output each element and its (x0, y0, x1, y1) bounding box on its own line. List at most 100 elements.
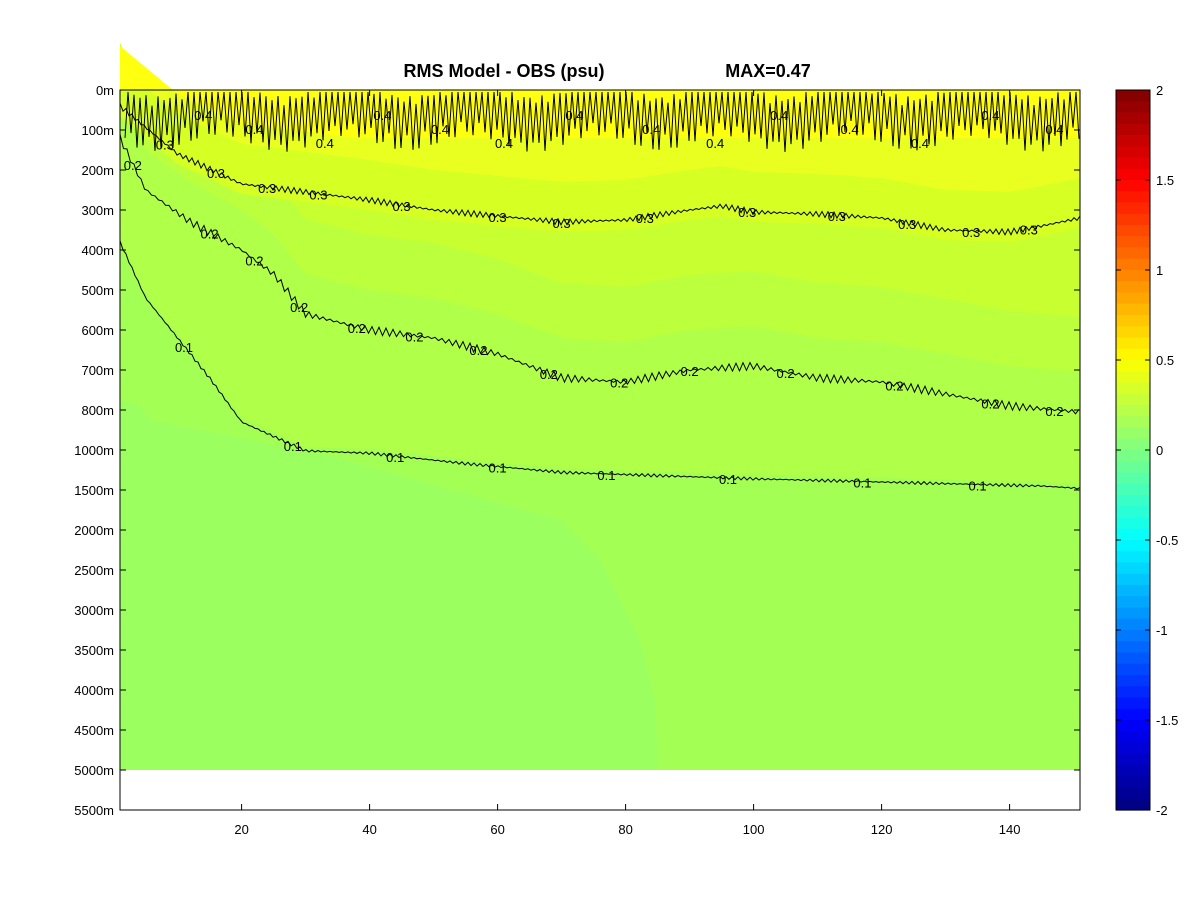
y-tick-label: 5500m (74, 803, 114, 818)
colorbar-swatch (1116, 202, 1150, 215)
contour-label: 0.2 (610, 376, 628, 391)
y-tick-label: 5000m (74, 763, 114, 778)
contour-label: 0.4 (316, 136, 334, 151)
colorbar-swatch (1116, 90, 1150, 102)
colorbar-swatch (1116, 112, 1150, 125)
contour-label: 0.1 (489, 461, 507, 476)
colorbar-swatch (1116, 618, 1150, 631)
colorbar-swatch (1116, 292, 1150, 305)
x-axis: 20 40 60 80 100 120 140 (234, 90, 1020, 837)
colorbar-swatch (1116, 236, 1150, 249)
colorbar-tick-label: -1.5 (1156, 713, 1178, 728)
contour-label: 0.2 (290, 300, 308, 315)
contour-label: 0.4 (194, 108, 212, 123)
colorbar-swatch (1116, 652, 1150, 665)
contour-label: 0.2 (1045, 404, 1063, 419)
contour-label: 0.2 (405, 330, 423, 345)
contour-lines (119, 91, 1081, 490)
colorbar-swatch (1116, 708, 1150, 721)
contour-0.1 (119, 240, 1081, 490)
contour-label: 0.3 (636, 211, 654, 226)
contour-label: 0.3 (898, 217, 916, 232)
colorbar-swatch (1116, 776, 1150, 789)
colorbar-swatch (1116, 225, 1150, 237)
contour-label: 0.4 (495, 136, 513, 151)
colorbar-swatch (1116, 303, 1150, 316)
y-tick-label: 3000m (74, 603, 114, 618)
colorbar-swatch (1116, 416, 1150, 429)
y-tick-label: 2500m (74, 563, 114, 578)
colorbar-swatch (1116, 180, 1150, 192)
colorbar-swatch (1116, 393, 1150, 406)
colorbar-swatch (1116, 551, 1150, 564)
contour-label: 0.1 (969, 478, 987, 493)
y-tick-label: 200m (81, 163, 114, 178)
contour-0.2 (119, 134, 1080, 415)
contour-label: 0.1 (597, 468, 615, 483)
contour-label: 0.3 (553, 216, 571, 231)
chart-title: RMS Model - OBS (psu) (404, 61, 605, 81)
contour-label: 0.1 (175, 340, 193, 355)
colorbar-swatch (1116, 753, 1150, 766)
y-tick-label: 100m (81, 123, 114, 138)
colorbar-swatch (1116, 461, 1150, 474)
y-tick-label: 800m (81, 403, 114, 418)
colorbar-tick-label: 1.5 (1156, 173, 1174, 188)
contour-label: 0.4 (565, 108, 583, 123)
contour-label: 0.4 (841, 122, 859, 137)
contour-0.4 (124, 91, 1080, 153)
contour-label: 0.3 (738, 205, 756, 220)
contour-label: 0.4 (981, 108, 999, 123)
colorbar-tick-label: 1 (1156, 263, 1163, 278)
y-axis: 0m 100m 200m 300m 400m 500m 600m 700m 800m 1000m 1… (74, 83, 1080, 818)
x-tick-label: 60 (490, 822, 504, 837)
colorbar-swatch (1116, 495, 1150, 507)
colorbar-swatch (1116, 405, 1150, 417)
colorbar-swatch (1116, 641, 1150, 654)
contour-0.3 (119, 103, 1081, 236)
contour-label: 0.2 (885, 378, 903, 393)
y-tick-label: 400m (81, 243, 114, 258)
contour-label: 0.2 (201, 227, 219, 242)
colorbar-swatch (1116, 348, 1150, 361)
y-tick-label: 600m (81, 323, 114, 338)
y-tick-label: 3500m (74, 643, 114, 658)
colorbar-swatch (1116, 528, 1150, 541)
x-tick-label: 100 (743, 822, 765, 837)
colorbar-swatch (1116, 585, 1150, 597)
colorbar-swatch (1116, 562, 1150, 575)
contour-label: 0.1 (719, 472, 737, 487)
colorbar-swatch (1116, 135, 1150, 147)
colorbar-swatch (1116, 450, 1150, 462)
colorbar-swatch (1116, 360, 1150, 372)
colorbar-swatch (1116, 630, 1150, 642)
colorbar-swatch (1116, 157, 1150, 170)
contour-label: 0.2 (681, 364, 699, 379)
colorbar-tick-label: 2 (1156, 83, 1163, 98)
contour-label: 0.3 (258, 181, 276, 196)
contour-label: 0.2 (124, 158, 142, 173)
contour-label: 0.3 (962, 225, 980, 240)
colorbar-swatch (1116, 123, 1150, 136)
colorbar-swatch (1116, 798, 1150, 811)
contour-label: 0.4 (642, 122, 660, 137)
colorbar-swatch (1116, 596, 1150, 609)
colorbar-swatch (1116, 663, 1150, 676)
colorbar-swatch (1116, 281, 1150, 294)
colorbar-swatch (1116, 540, 1150, 552)
x-tick-label: 80 (618, 822, 632, 837)
colorbar-swatch (1116, 326, 1150, 339)
colorbar: 2 1.5 1 0.5 0 -0.5 -1 -1.5 -2 (1115, 83, 1178, 818)
colorbar-swatch (1116, 742, 1150, 755)
contour-label: 0.2 (777, 366, 795, 381)
contour-labels: 0.4 0.4 0.4 0.4 0.4 0.4 0.4 0.4 0.4 0.4 0.4 0.4 0.4 0… (124, 108, 1064, 493)
colorbar-swatch (1116, 607, 1150, 620)
colorbar-swatch (1116, 765, 1150, 777)
y-tick-label: 4500m (74, 723, 114, 738)
y-tick-label: 4000m (74, 683, 114, 698)
colorbar-swatch (1116, 191, 1150, 204)
x-tick-label: 40 (362, 822, 376, 837)
colorbar-tick-label: -2 (1156, 803, 1168, 818)
filled-contours (120, 43, 1080, 770)
